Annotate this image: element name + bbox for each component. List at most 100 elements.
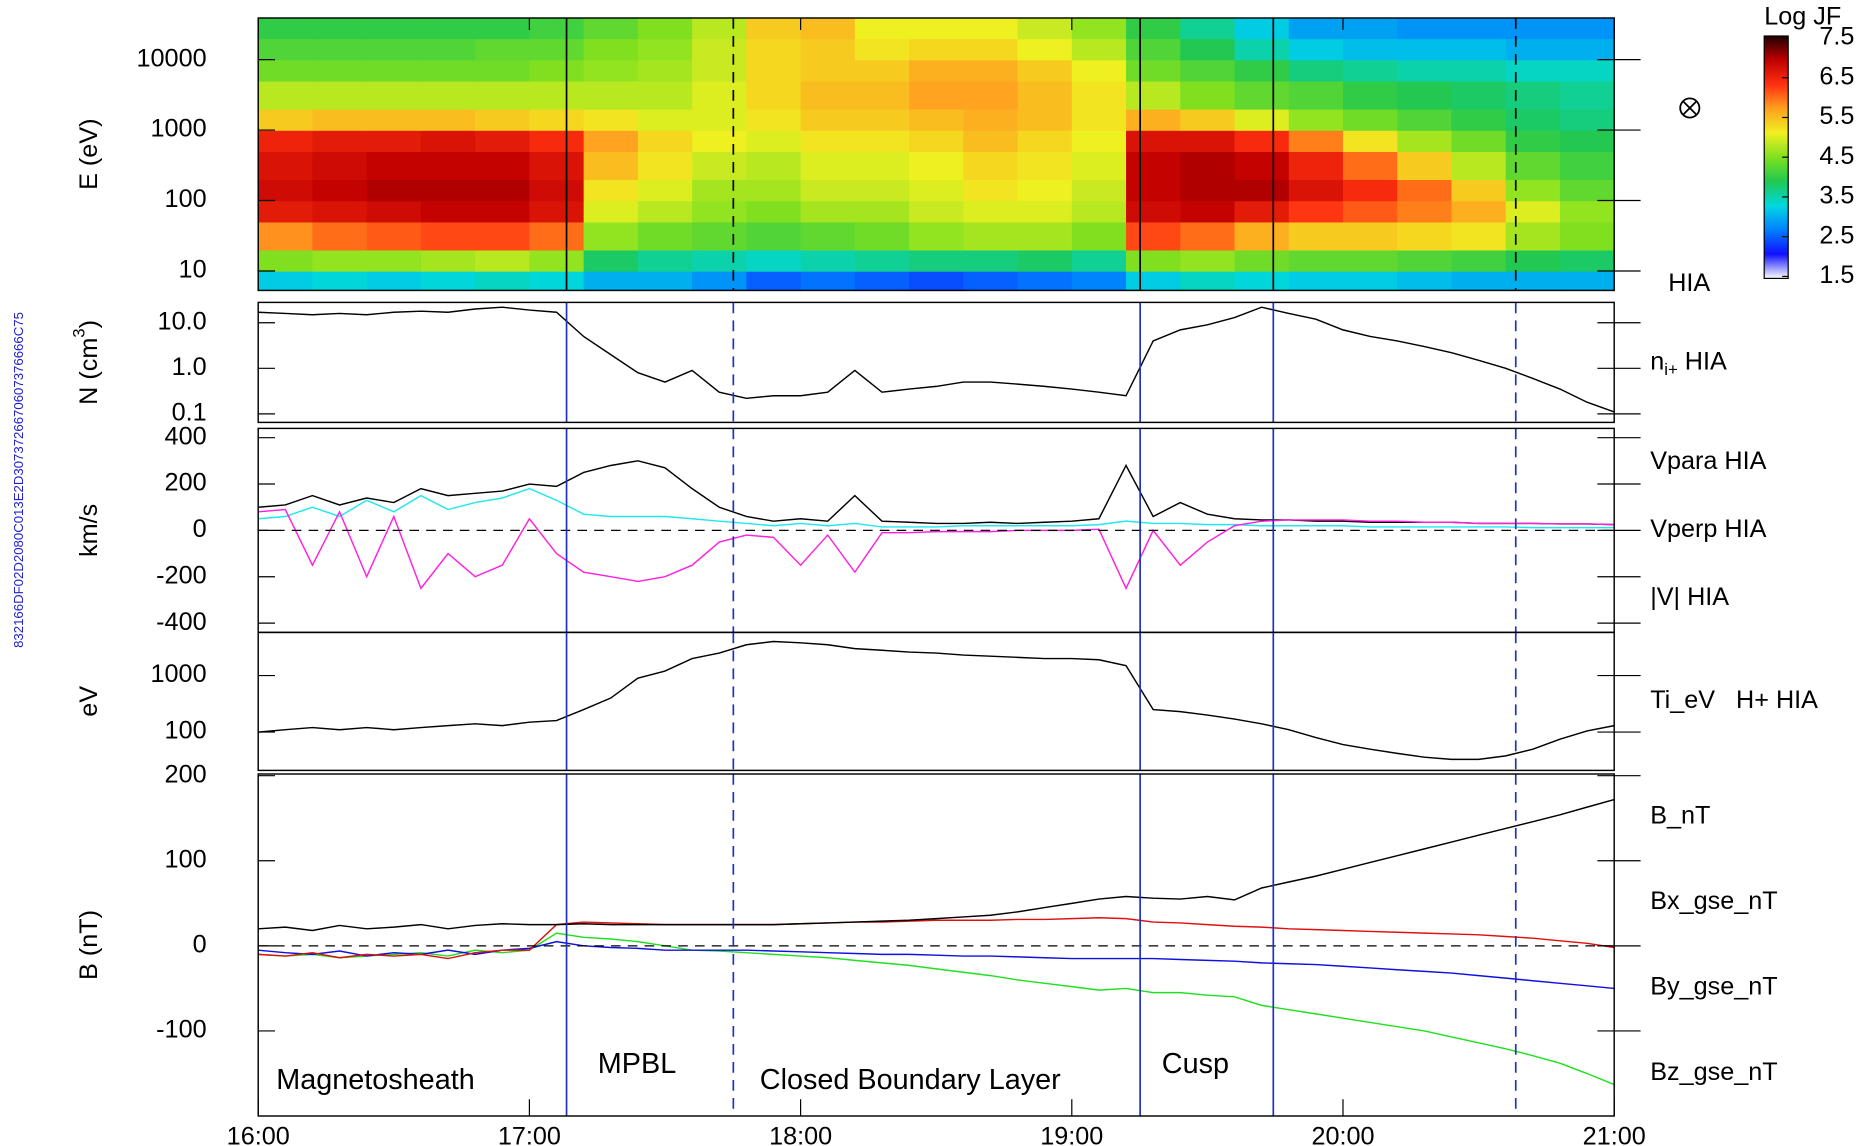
spectrogram-cell [692, 18, 747, 39]
spectrogram-cell [1343, 38, 1398, 60]
spectrogram-cell [1180, 109, 1235, 131]
spectrogram-cell [529, 60, 584, 82]
spectrogram-cell [529, 151, 584, 180]
spectrogram-cell [1560, 38, 1615, 60]
spectrogram-cell [1397, 109, 1452, 131]
spectrogram-cell [529, 222, 584, 251]
spectrogram-cell [1560, 222, 1615, 251]
panel-frame [258, 302, 1614, 422]
spectrogram-cell [367, 201, 422, 223]
spectrogram-cell [909, 81, 964, 110]
spectrogram-cell [1018, 130, 1073, 152]
spectrogram-cell [638, 60, 693, 82]
spectrogram-cell [1289, 18, 1344, 39]
spectrogram-cell [1343, 151, 1398, 180]
spectrogram-cell [1072, 271, 1127, 291]
spectrogram-cell [1235, 179, 1290, 201]
spectrogram-cell [801, 18, 856, 39]
spectrogram-cell [855, 201, 910, 223]
spectrogram-cell [258, 271, 313, 291]
spectrogram-cell [1451, 130, 1506, 152]
spectrogram-cell [1506, 109, 1561, 131]
y-tick-label: 10000 [137, 44, 207, 72]
series-line [258, 461, 1614, 525]
spectrogram-cell [638, 201, 693, 223]
spectrogram-cell [312, 250, 367, 272]
spectrogram-cell [421, 179, 476, 201]
spectrogram-cell [475, 38, 530, 60]
spectrogram-cell [1180, 179, 1235, 201]
spectrogram-cell [584, 179, 639, 201]
spectrogram-cell [801, 130, 856, 152]
spectrogram-cell [475, 179, 530, 201]
y-axis-label: N (cm3) [70, 320, 103, 405]
spectrogram-cell [638, 18, 693, 39]
spectrogram-cell [855, 109, 910, 131]
spectrogram-cell [529, 18, 584, 39]
spectrogram-cell [475, 18, 530, 39]
region-label: Closed Boundary Layer [760, 1064, 1061, 1096]
spectrogram-cell [258, 179, 313, 201]
spectrogram-cell [312, 130, 367, 152]
spectrogram-cell [1180, 201, 1235, 223]
spectrogram-cell [1235, 81, 1290, 110]
y-tick-label: 100 [165, 845, 207, 873]
spectrogram-cell [1235, 271, 1290, 291]
spectrogram-cell [638, 151, 693, 180]
series-line [258, 642, 1614, 760]
spectrogram-cell [584, 271, 639, 291]
spectrogram-cell [909, 130, 964, 152]
spectrogram-cell [1126, 130, 1181, 152]
spectrogram-cell [855, 151, 910, 180]
spectrogram-cell [1397, 38, 1452, 60]
spectrogram-cell [475, 81, 530, 110]
spectrogram-cell [1343, 201, 1398, 223]
spectrogram-cell [475, 250, 530, 272]
spectrogram-cell [584, 109, 639, 131]
region-label: MPBL [598, 1048, 676, 1080]
spectrogram-cell [421, 18, 476, 39]
spectrogram-cell [963, 81, 1018, 110]
spectrogram-cell [584, 38, 639, 60]
spectrogram-cell [801, 60, 856, 82]
spectrogram-cell [1018, 18, 1073, 39]
spectrogram-cell [1397, 81, 1452, 110]
spectrogram-cell [1560, 271, 1615, 291]
spectrogram-cell [1126, 271, 1181, 291]
spectrogram-cell [638, 179, 693, 201]
spectrogram-cell [909, 250, 964, 272]
spectrogram-cell [1072, 81, 1127, 110]
spectrogram-cell [1289, 271, 1344, 291]
instrument-label: HIA [1668, 269, 1710, 297]
colorbar-tick-label: 3.5 [1819, 182, 1854, 210]
spectrogram-cell [855, 271, 910, 291]
spectrogram-cell [1072, 151, 1127, 180]
panel: Ti_eV H+ HIA1001000eV [75, 632, 1818, 770]
spectrogram-cell [1397, 250, 1452, 272]
series-line [258, 800, 1614, 931]
id-label: 832166DF02D2080C013E2D307372667060737666… [11, 312, 26, 648]
spectrogram-cell [909, 222, 964, 251]
spectrogram-cell [801, 250, 856, 272]
spectrogram-cell [1235, 60, 1290, 82]
spectrogram-cell [1126, 179, 1181, 201]
spectrogram-cell [963, 222, 1018, 251]
spectrogram-cell [312, 222, 367, 251]
spectrogram-cell [1451, 151, 1506, 180]
spectrogram-cell [367, 38, 422, 60]
spectrogram-cell [1451, 201, 1506, 223]
spectrogram-cell [1560, 151, 1615, 180]
spectrogram-cell [1397, 201, 1452, 223]
spectrogram-cell [367, 81, 422, 110]
spectrogram-cell [1126, 151, 1181, 180]
figure: Magnetosheath MPBL Closed Boundary Layer… [0, 0, 1864, 1146]
spectrogram-cell [1506, 60, 1561, 82]
spectrogram-cell [529, 81, 584, 110]
spectrogram-cell [963, 250, 1018, 272]
spectrogram-cell [258, 151, 313, 180]
series-label: Bz_gse_nT [1650, 1058, 1777, 1086]
spectrogram-cell [529, 250, 584, 272]
spectrogram-cell [258, 38, 313, 60]
panel: ni+ HIA0.11.010.0N (cm3) [70, 302, 1727, 426]
